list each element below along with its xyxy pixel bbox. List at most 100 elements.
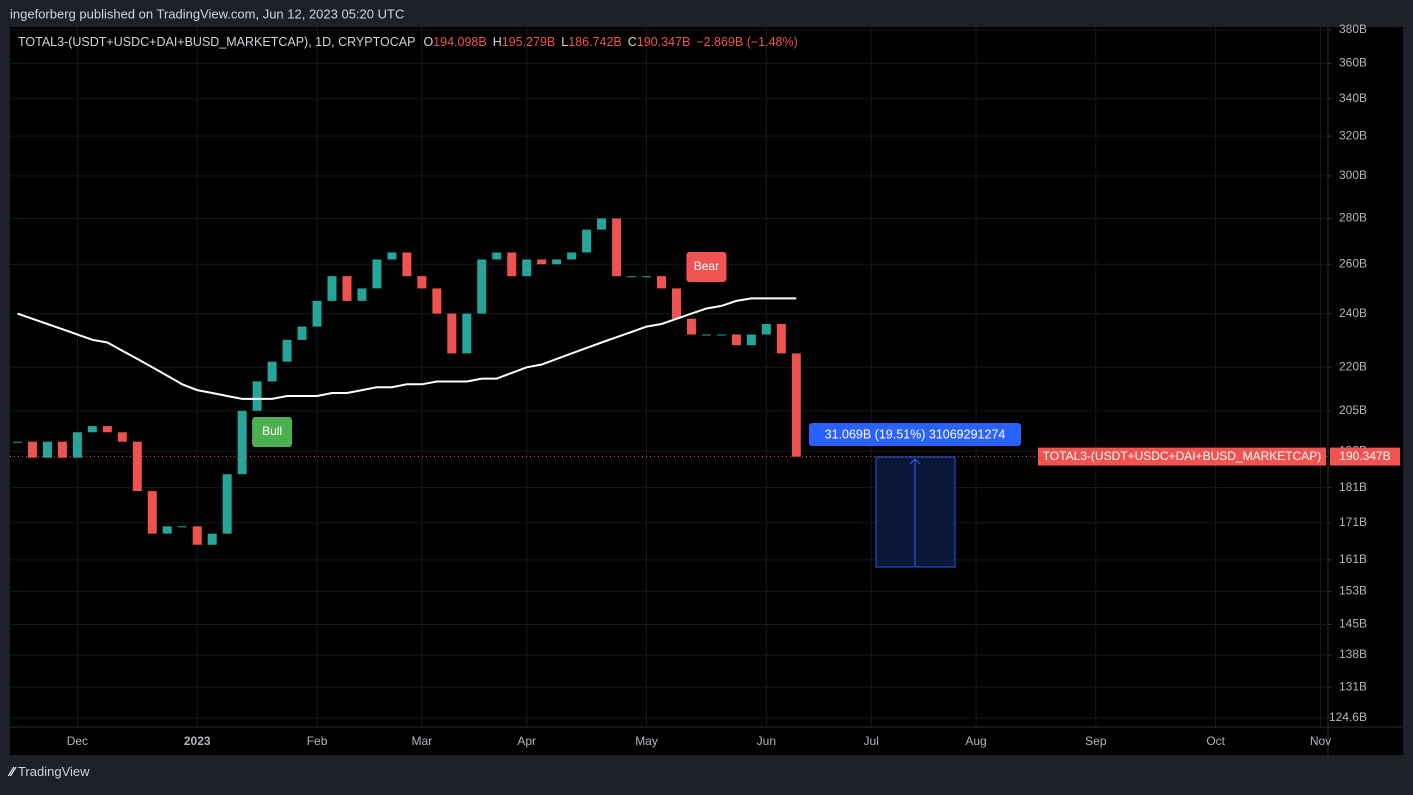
candle (402, 252, 412, 277)
x-tick-label: Apr (517, 734, 536, 748)
candle (597, 218, 607, 230)
y-tick-label: 340B (1339, 91, 1367, 105)
y-tick-label: 145B (1339, 617, 1367, 631)
candle (102, 426, 112, 433)
candle (117, 432, 127, 442)
candle (87, 426, 97, 433)
y-tick-label: 181B (1339, 480, 1367, 494)
ohlc-key: O (423, 35, 433, 49)
candle (57, 441, 67, 458)
candle (791, 353, 801, 457)
ohlc-key: L (561, 35, 568, 49)
y-tick-label: 131B (1339, 679, 1367, 693)
candle (312, 300, 322, 327)
ohlc-value: 190.347B (637, 35, 691, 49)
candle (207, 533, 217, 545)
y-tick-label: 360B (1339, 56, 1367, 70)
candle (686, 318, 696, 335)
ohlc-key: C (628, 35, 637, 49)
candle (761, 323, 771, 335)
x-tick-label: Nov (1310, 734, 1331, 748)
candle (507, 252, 517, 277)
x-tick-label: Mar (412, 734, 433, 748)
candle (447, 313, 457, 354)
plot: 124.6B131B138B145B153B161B171B181B192B20… (10, 22, 1400, 748)
y-tick-label: 260B (1339, 256, 1367, 270)
ohlc-value: 195.279B (502, 35, 556, 49)
x-tick-label: Jun (757, 734, 776, 748)
y-tick-label: 138B (1339, 647, 1367, 661)
signal-bg (686, 252, 727, 282)
candle (477, 259, 487, 314)
x-tick-label: Aug (965, 734, 986, 748)
ohlc-key: H (493, 35, 502, 49)
candle (357, 288, 367, 301)
y-tick-label: 205B (1339, 403, 1367, 417)
moving-average (17, 297, 797, 400)
y-tick-label: 124.6B (1329, 710, 1367, 724)
y-tick-label: 380B (1339, 22, 1367, 36)
candle (492, 252, 502, 260)
candle (27, 441, 37, 458)
x-tick-label: Sep (1085, 734, 1107, 748)
series-label-bg (1038, 447, 1326, 466)
candle (387, 252, 397, 260)
candle (297, 326, 307, 340)
candle (372, 259, 382, 289)
x-tick-label: Jul (864, 734, 879, 748)
candle (552, 259, 562, 265)
ohlc-value: 186.742B (568, 35, 622, 49)
y-tick-label: 240B (1339, 306, 1367, 320)
series-label: TOTAL3-(USDT+USDC+DAI+BUSD_MARKETCAP) (1043, 449, 1322, 463)
candle (72, 432, 82, 458)
candle (162, 526, 172, 534)
x-tick-label: May (635, 734, 658, 748)
x-tick-label: Dec (67, 734, 88, 748)
y-tick-label: 153B (1339, 584, 1367, 598)
candle (612, 218, 622, 277)
candle (731, 334, 741, 346)
brand: ⁄⁄ TradingView (7, 764, 90, 779)
chart-panel (10, 27, 1403, 755)
x-tick-label: Oct (1206, 734, 1225, 748)
y-tick-label: 161B (1339, 552, 1367, 566)
y-tick-label: 280B (1339, 211, 1367, 225)
brand-name: TradingView (18, 764, 90, 779)
candle (327, 276, 337, 301)
candle (147, 491, 157, 534)
candle (776, 323, 786, 354)
candle (671, 288, 681, 319)
y-tick-label: 320B (1339, 128, 1367, 142)
candle (701, 334, 711, 336)
y-tick-label: 171B (1339, 515, 1367, 529)
price-label: 190.347B (1339, 449, 1390, 463)
x-tick-label: Feb (307, 734, 328, 748)
measure-arrowhead (909, 458, 921, 465)
symbol: TOTAL3-(USDT+USDC+DAI+BUSD_MARKETCAP), 1… (18, 35, 415, 49)
candle (267, 361, 277, 382)
candle (252, 381, 262, 411)
candle (716, 334, 726, 336)
candle (567, 252, 577, 260)
candle (237, 410, 247, 475)
candle (627, 276, 637, 278)
candle (537, 259, 547, 265)
legend: TOTAL3-(USDT+USDC+DAI+BUSD_MARKETCAP), 1… (18, 35, 798, 49)
candle (132, 441, 142, 492)
published: ingeforberg published on TradingView.com… (10, 6, 404, 21)
candle (222, 474, 232, 534)
candle (42, 441, 52, 458)
measure-label: 31.069B (19.51%) 31069291274 (825, 427, 1006, 441)
candle (657, 276, 667, 289)
candle (282, 339, 292, 362)
y-tick-label: 300B (1339, 168, 1367, 182)
x-tick-label: 2023 (184, 734, 211, 748)
ohlc-value: 194.098B (433, 35, 487, 49)
measure-label-bg (809, 423, 1021, 446)
signal-bg (252, 417, 293, 447)
candle (746, 334, 756, 346)
candle (642, 276, 652, 278)
candle (462, 313, 472, 354)
